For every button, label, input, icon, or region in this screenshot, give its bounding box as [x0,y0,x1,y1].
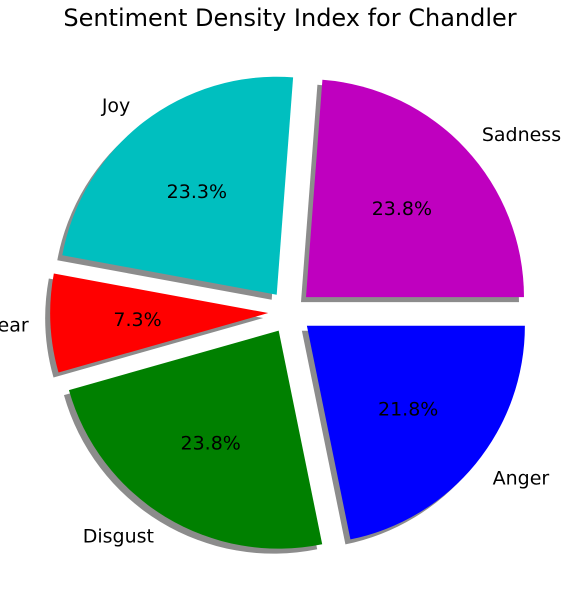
slice-disgust [68,330,323,549]
slice-labels: Sadness 23.8% Joy 23.3% Fear 7.3% Disgust 23.8%… [0,95,561,548]
slice-percent-fear: 7.3% [113,309,161,331]
slice-percent-joy: 23.3% [167,181,227,203]
slice-fear [50,273,269,373]
slice-label-sadness: Sadness [482,124,561,146]
slice-label-joy: Joy [101,95,130,117]
slice-sadness [305,79,524,298]
slice-percent-disgust: 23.8% [180,432,240,454]
slice-anger [306,325,525,540]
slice-percent-sadness: 23.8% [372,198,432,220]
slice-label-fear: Fear [0,314,29,336]
slice-percent-anger: 21.8% [378,399,438,421]
chart-title: Sentiment Density Index for Chandler [63,4,516,32]
slice-label-disgust: Disgust [83,525,154,547]
slices [50,76,525,549]
slice-joy [62,76,294,295]
slice-label-anger: Anger [493,467,550,489]
